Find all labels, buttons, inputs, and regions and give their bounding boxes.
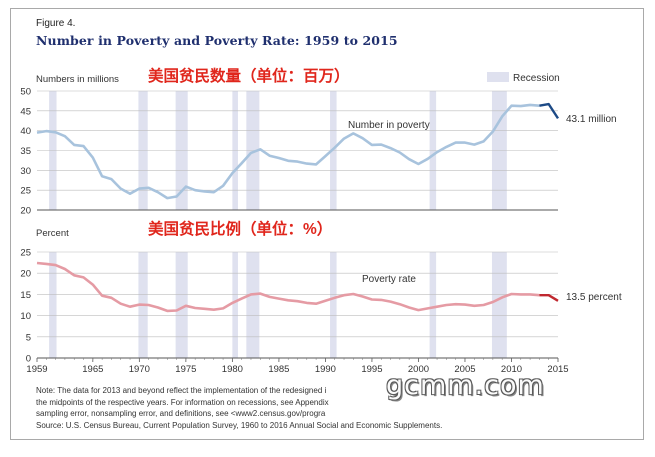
- x-tick-label-10: 2005: [454, 364, 475, 375]
- end-value-label-1: 43.1 million: [566, 114, 617, 125]
- x-tick-label-3: 1970: [129, 364, 150, 375]
- recession-legend-swatch: [487, 72, 509, 82]
- end-value-label-2: 13.5 percent: [566, 292, 622, 303]
- y-tick-label-1-1: 20: [20, 206, 31, 217]
- series-line-2: [36, 261, 540, 313]
- series-line-1: [36, 103, 540, 200]
- panel-unit-label-1: Numbers in millions: [36, 74, 119, 85]
- x-tick-label-7: 1990: [315, 364, 336, 375]
- x-tick-label-11: 2010: [501, 364, 522, 375]
- y-tick-label-1-5: 40: [20, 126, 31, 137]
- x-tick-label-9: 2000: [408, 364, 429, 375]
- source-line: Source: U.S. Census Bureau, Current Popu…: [36, 420, 443, 430]
- chinese-caption-1: 美国贫民数量（单位：百万）: [148, 66, 350, 85]
- x-tick-label-6: 1985: [268, 364, 289, 375]
- x-tick-label-12: 2015: [547, 364, 568, 375]
- x-tick-label-5: 1980: [222, 364, 243, 375]
- y-tick-label-1-6: 45: [20, 106, 31, 117]
- y-tick-label-1-3: 30: [20, 166, 31, 177]
- y-tick-label-1-2: 25: [20, 186, 31, 197]
- note-line-2: the midpoints of the respective years. F…: [36, 397, 329, 407]
- series-label-2: Poverty rate: [362, 274, 416, 285]
- series-line-recent-2: [539, 294, 559, 302]
- recession-legend-label: Recession: [513, 73, 560, 84]
- figure-label: Figure 4.: [36, 18, 76, 29]
- chinese-caption-2: 美国贫民比例（单位：%）: [148, 219, 332, 238]
- y-tick-label-1-7: 50: [20, 87, 31, 98]
- figure-notes: Note: The data for 2013 and beyond refle…: [36, 385, 621, 431]
- figure-title: Number in Poverty and Poverty Rate: 1959…: [36, 33, 398, 48]
- recession-band-2-1: [49, 252, 57, 358]
- recession-band-2-7: [429, 252, 437, 358]
- y-tick-label-2-4: 15: [20, 290, 31, 301]
- y-tick-label-1-4: 35: [20, 146, 31, 157]
- recession-band-2-8: [491, 252, 507, 358]
- panel-unit-label-2: Percent: [36, 228, 69, 239]
- recession-band-2-3: [175, 252, 188, 358]
- recession-band-2-6: [330, 252, 337, 358]
- y-tick-label-2-6: 25: [20, 248, 31, 259]
- y-tick-label-2-2: 5: [26, 332, 31, 343]
- x-tick-label-1: 1959: [26, 364, 47, 375]
- y-tick-label-2-5: 20: [20, 269, 31, 280]
- x-tick-label-2: 1965: [82, 364, 103, 375]
- x-tick-label-8: 1995: [361, 364, 382, 375]
- series-line-recent-1: [539, 102, 560, 120]
- figure-frame: [10, 8, 644, 440]
- y-tick-label-2-1: 0: [26, 354, 31, 365]
- x-tick-label-4: 1975: [175, 364, 196, 375]
- watermark: gcmm.com: [386, 370, 545, 401]
- recession-band-2-5: [246, 252, 260, 358]
- recession-band-2-4: [232, 252, 238, 358]
- series-label-1: Number in poverty: [348, 120, 430, 131]
- note-line-1: Note: The data for 2013 and beyond refle…: [36, 386, 327, 395]
- y-tick-label-2-3: 10: [20, 311, 31, 322]
- note-line-3: sampling error, nonsampling error, and d…: [36, 409, 326, 418]
